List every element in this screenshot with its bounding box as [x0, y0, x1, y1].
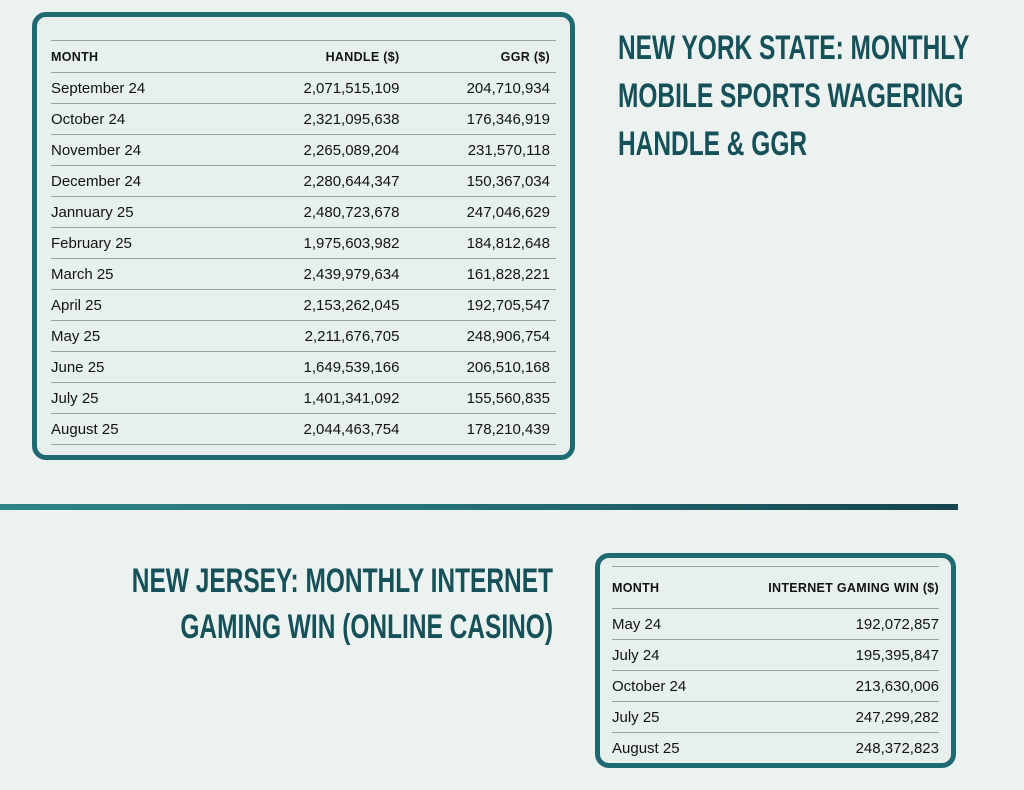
table-header-row: MONTH INTERNET GAMING WIN ($): [612, 566, 939, 609]
header-internet-gaming-win: INTERNET GAMING WIN ($): [768, 580, 939, 595]
ggr-cell: 192,705,547: [466, 296, 550, 314]
handle-cell: 2,480,723,678: [303, 203, 400, 221]
win-cell: 247,299,282: [855, 708, 939, 726]
table-row: Jannuary 25 2,480,723,678 247,046,629: [51, 197, 556, 228]
handle-cell: 1,649,539,166: [303, 358, 400, 376]
ny-section-title: NEW YORK STATE: MONTHLY MOBILE SPORTS WA…: [618, 24, 969, 168]
table-row: June 25 1,649,539,166 206,510,168: [51, 352, 556, 383]
win-cell: 213,630,006: [855, 677, 939, 695]
month-cell: February 25: [51, 234, 132, 252]
month-cell: July 25: [612, 708, 660, 726]
table-row: May 25 2,211,676,705 248,906,754: [51, 321, 556, 352]
month-cell: December 24: [51, 172, 142, 190]
handle-cell: 2,071,515,109: [303, 79, 400, 97]
handle-cell: 2,044,463,754: [303, 420, 400, 438]
month-cell: August 25: [612, 739, 680, 757]
header-month: MONTH: [51, 49, 99, 64]
nj-section-title: NEW JERSEY: MONTHLY INTERNET GAMING WIN …: [132, 558, 553, 650]
month-cell: July 24: [612, 646, 660, 664]
handle-cell: 2,439,979,634: [303, 265, 400, 283]
month-cell: June 25: [51, 358, 105, 376]
win-cell: 248,372,823: [855, 739, 939, 757]
month-cell: March 25: [51, 265, 114, 283]
ggr-cell: 176,346,919: [466, 110, 550, 128]
table-row: April 25 2,153,262,045 192,705,547: [51, 290, 556, 321]
table-row: May 24 192,072,857: [612, 609, 939, 640]
ny-sports-wagering-card: MONTH HANDLE ($) GGR ($) September 24 2,…: [32, 12, 575, 460]
title-line: HANDLE & GGR: [618, 125, 808, 163]
ggr-cell: 231,570,118: [467, 141, 550, 159]
table-row: September 24 2,071,515,109 204,710,934: [51, 73, 556, 104]
table-row: July 25 247,299,282: [612, 702, 939, 733]
month-cell: August 25: [51, 420, 119, 438]
table-row: November 24 2,265,089,204 231,570,118: [51, 135, 556, 166]
table-row: March 25 2,439,979,634 161,828,221: [51, 259, 556, 290]
month-cell: October 24: [51, 110, 126, 128]
handle-cell: 2,321,095,638: [303, 110, 400, 128]
ggr-cell: 178,210,439: [466, 420, 550, 438]
table-header-row: MONTH HANDLE ($) GGR ($): [51, 40, 556, 73]
win-cell: 192,072,857: [855, 615, 939, 633]
ny-sports-wagering-table: MONTH HANDLE ($) GGR ($) September 24 2,…: [51, 40, 556, 445]
month-cell: September 24: [51, 79, 146, 97]
win-cell: 195,395,847: [855, 646, 939, 664]
month-cell: May 24: [612, 615, 662, 633]
table-row: August 25 248,372,823: [612, 733, 939, 764]
handle-cell: 1,401,341,092: [303, 389, 400, 407]
header-month: MONTH: [612, 580, 660, 595]
ggr-cell: 161,828,221: [466, 265, 550, 283]
ggr-cell: 184,812,648: [466, 234, 550, 252]
month-cell: October 24: [612, 677, 687, 695]
table-row: July 24 195,395,847: [612, 640, 939, 671]
month-cell: April 25: [51, 296, 102, 314]
month-cell: July 25: [51, 389, 99, 407]
title-line: NEW JERSEY: MONTHLY INTERNET: [131, 562, 553, 600]
handle-cell: 2,153,262,045: [303, 296, 400, 314]
table-row: July 25 1,401,341,092 155,560,835: [51, 383, 556, 414]
month-cell: November 24: [51, 141, 142, 159]
ggr-cell: 150,367,034: [466, 172, 550, 190]
ggr-cell: 206,510,168: [466, 358, 550, 376]
table-row: October 24 213,630,006: [612, 671, 939, 702]
month-cell: May 25: [51, 327, 101, 345]
ggr-cell: 204,710,934: [466, 79, 550, 97]
handle-cell: 1,975,603,982: [303, 234, 400, 252]
month-cell: Jannuary 25: [51, 203, 134, 221]
table-row: October 24 2,321,095,638 176,346,919: [51, 104, 556, 135]
handle-cell: 2,280,644,347: [303, 172, 400, 190]
nj-internet-gaming-card: MONTH INTERNET GAMING WIN ($) May 24 192…: [595, 553, 956, 768]
table-row: August 25 2,044,463,754 178,210,439: [51, 414, 556, 445]
title-line: NEW YORK STATE: MONTHLY: [618, 29, 970, 67]
table-row: February 25 1,975,603,982 184,812,648: [51, 228, 556, 259]
header-ggr: GGR ($): [500, 49, 550, 64]
title-line: GAMING WIN (ONLINE CASINO): [180, 608, 553, 646]
ggr-cell: 155,560,835: [466, 389, 550, 407]
handle-cell: 2,265,089,204: [303, 141, 400, 159]
ggr-cell: 248,906,754: [466, 327, 550, 345]
ggr-cell: 247,046,629: [466, 203, 550, 221]
handle-cell: 2,211,676,705: [304, 327, 400, 345]
nj-internet-gaming-table: MONTH INTERNET GAMING WIN ($) May 24 192…: [612, 566, 939, 764]
title-line: MOBILE SPORTS WAGERING: [618, 77, 964, 115]
table-row: December 24 2,280,644,347 150,367,034: [51, 166, 556, 197]
header-handle: HANDLE ($): [325, 49, 400, 64]
section-divider: [0, 504, 958, 510]
